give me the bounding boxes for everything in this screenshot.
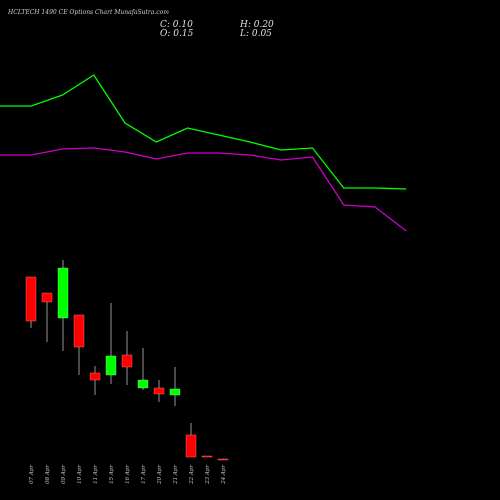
x-tick-label: 23 Apr (205, 465, 211, 485)
candle-body (121, 354, 133, 368)
x-tick-label: 11 Apr (93, 465, 99, 484)
candle-body (201, 455, 213, 458)
candle-body (153, 387, 165, 395)
line-series (0, 147, 407, 232)
x-tick-label: 21 Apr (173, 465, 179, 485)
chart-title: HCLTECH 1490 CE Options Chart MunafaSutr… (7, 9, 169, 16)
close-label: C: 0.10 (160, 20, 193, 30)
candle-body (89, 372, 101, 381)
candle-body (105, 355, 117, 376)
x-tick-label: 07 Apr (29, 465, 35, 484)
high-label: H: 0.20 (239, 20, 274, 30)
candle-body (73, 314, 85, 348)
open-label: O: 0.15 (160, 29, 194, 39)
x-tick-label: 09 Apr (61, 465, 67, 484)
candle-body (185, 434, 197, 458)
x-tick-label: 15 Apr (109, 465, 115, 484)
x-tick-label: 17 Apr (141, 465, 147, 484)
candle-body (169, 388, 181, 396)
candle-body (137, 379, 149, 389)
line-series (0, 74, 407, 190)
candle-body (57, 267, 69, 319)
x-tick-label: 20 Apr (157, 465, 163, 485)
x-tick-label: 08 Apr (45, 465, 51, 484)
x-tick-label: 10 Apr (77, 465, 83, 484)
candle-body (217, 458, 229, 461)
candle-body (25, 276, 37, 322)
low-label: L: 0.05 (239, 29, 272, 39)
candle-body (41, 292, 53, 303)
x-tick-label: 16 Apr (125, 465, 131, 484)
x-tick-label: 22 Apr (189, 465, 195, 485)
x-tick-label: 24 Apr (221, 465, 227, 485)
